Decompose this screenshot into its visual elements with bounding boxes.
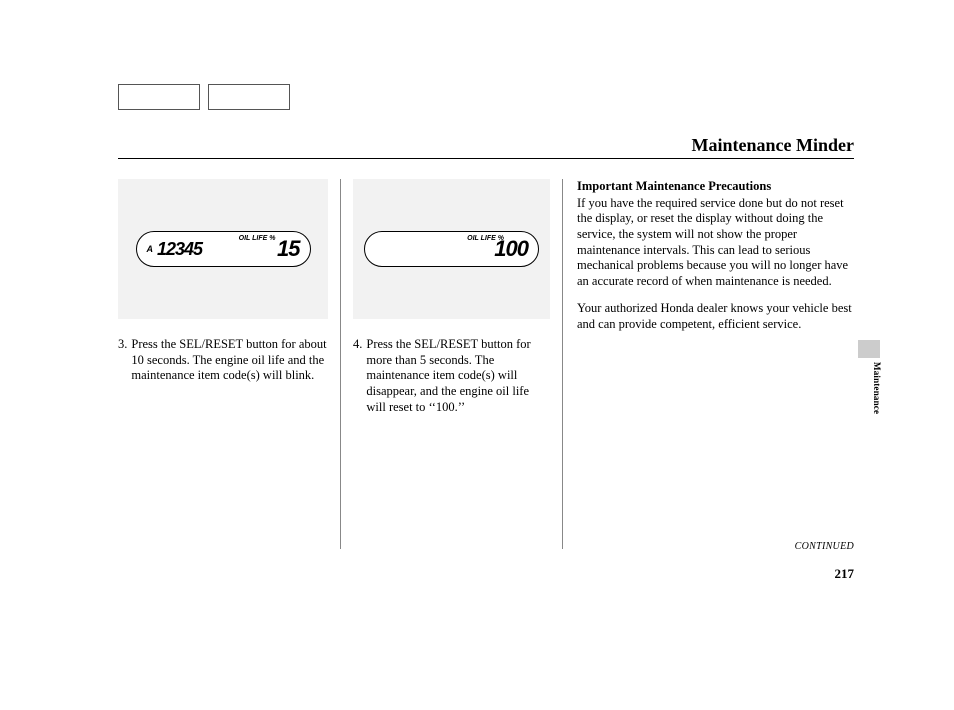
top-placeholder-boxes (118, 84, 854, 110)
step-3: 3. Press the SEL/RESET button for about … (118, 337, 328, 384)
lcd-prefix: A (147, 244, 154, 254)
precautions-paragraph-2: Your authorized Honda dealer knows your … (577, 301, 854, 332)
step-3-text: Press the SEL/RESET button for about 10 … (131, 337, 328, 384)
placeholder-box-2 (208, 84, 290, 110)
oil-life-label: OIL LIFE % (467, 235, 504, 242)
oil-life-label: OIL LIFE % (239, 235, 276, 242)
precautions-heading: Important Maintenance Precautions (577, 179, 854, 195)
lcd-panel-2: OIL LIFE % 100 (353, 179, 550, 319)
step-3-number: 3. (118, 337, 127, 384)
step-4-text: Press the SEL/RESET button for more than… (366, 337, 550, 415)
placeholder-box-1 (118, 84, 200, 110)
lcd-display-1: OIL LIFE % A 12345 15 (136, 231, 311, 267)
column-3: Important Maintenance Precautions If you… (562, 179, 854, 549)
side-section-label: Maintenance (872, 362, 882, 414)
title-rule (118, 158, 854, 159)
lcd-left-digits: 12345 (157, 239, 202, 260)
manual-page: Maintenance Minder OIL LIFE % A 12345 15… (0, 0, 954, 710)
continued-label: CONTINUED (795, 541, 854, 552)
side-tab (858, 340, 880, 358)
columns: OIL LIFE % A 12345 15 3. Press the SEL/R… (118, 179, 854, 549)
title-row: Maintenance Minder (118, 128, 854, 156)
page-title: Maintenance Minder (692, 135, 854, 156)
column-2: OIL LIFE % 100 4. Press the SEL/RESET bu… (340, 179, 562, 549)
lcd-panel-1: OIL LIFE % A 12345 15 (118, 179, 328, 319)
lcd-right-digits: 15 (277, 236, 299, 262)
step-4-number: 4. (353, 337, 362, 415)
paragraph-gap (577, 289, 854, 301)
column-1: OIL LIFE % A 12345 15 3. Press the SEL/R… (118, 179, 340, 549)
page-number: 217 (835, 566, 855, 582)
step-4: 4. Press the SEL/RESET button for more t… (353, 337, 550, 415)
precautions-paragraph-1: If you have the required service done bu… (577, 196, 854, 290)
lcd-display-2: OIL LIFE % 100 (364, 231, 539, 267)
